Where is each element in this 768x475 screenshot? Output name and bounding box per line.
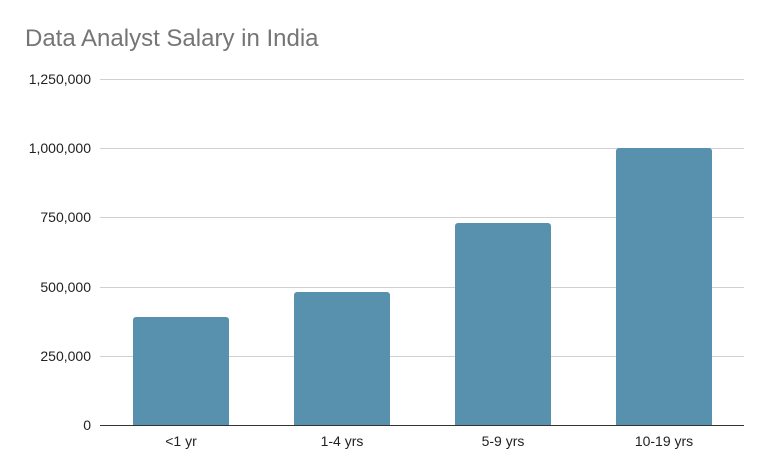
gridline — [100, 287, 744, 288]
y-tick-label: 1,250,000 — [28, 71, 91, 87]
x-tick-label: 10-19 yrs — [634, 433, 694, 449]
x-tick-label: 5-9 yrs — [481, 433, 525, 449]
x-tick-label: <1 yr — [165, 433, 197, 449]
y-tick-label: 0 — [83, 417, 91, 433]
bar[interactable] — [294, 292, 390, 425]
bar[interactable] — [133, 317, 229, 425]
bar[interactable] — [616, 148, 712, 425]
gridline — [100, 356, 744, 357]
y-tick-label: 250,000 — [40, 348, 91, 364]
gridline — [100, 217, 744, 218]
x-axis-line — [100, 425, 744, 426]
y-tick-label: 750,000 — [40, 209, 91, 225]
y-tick-label: 500,000 — [40, 279, 91, 295]
gridline — [100, 148, 744, 149]
x-tick-label: 1-4 yrs — [320, 433, 364, 449]
chart-title: Data Analyst Salary in India — [25, 25, 319, 52]
bar[interactable] — [455, 223, 551, 425]
y-tick-label: 1,000,000 — [28, 140, 91, 156]
gridline — [100, 79, 744, 80]
